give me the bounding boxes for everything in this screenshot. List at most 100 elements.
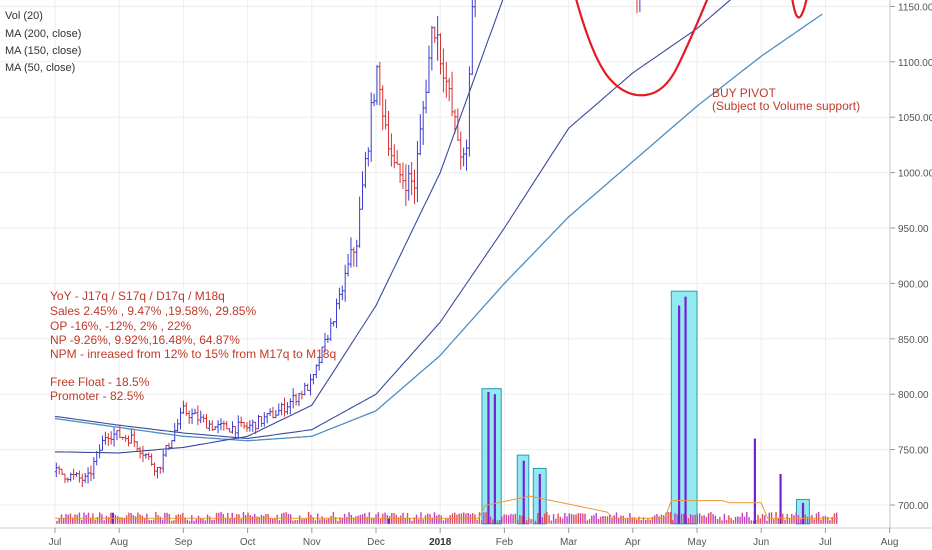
volume-bar bbox=[611, 518, 613, 524]
volume-bar bbox=[116, 516, 119, 524]
volume-bar bbox=[103, 520, 105, 524]
volume-spike bbox=[522, 460, 525, 524]
volume-bar bbox=[58, 518, 60, 524]
y-tick-label: 1100.00 bbox=[898, 58, 932, 69]
volume-bar bbox=[67, 514, 69, 524]
volume-bar bbox=[94, 519, 96, 524]
volume-bar bbox=[314, 520, 317, 524]
grid-lines bbox=[0, 0, 891, 528]
volume-bar bbox=[370, 517, 373, 524]
volume-bar bbox=[665, 512, 667, 524]
candles-layer bbox=[54, 0, 641, 488]
volume-bar bbox=[325, 519, 328, 524]
volume-bar bbox=[245, 515, 247, 524]
volume-bar bbox=[397, 517, 400, 524]
volume-bar bbox=[683, 513, 685, 524]
volume-bar bbox=[546, 511, 548, 524]
volume-bar bbox=[602, 515, 604, 524]
x-tick-label: Jul bbox=[49, 537, 62, 548]
volume-bar bbox=[698, 513, 701, 524]
y-tick-label: 1050.00 bbox=[898, 113, 932, 124]
volume-bar bbox=[676, 514, 678, 524]
volume-bar bbox=[564, 513, 566, 524]
volume-bar bbox=[640, 520, 642, 524]
note-line-8: Promoter - 82.5% bbox=[50, 389, 144, 403]
x-tick-label: Aug bbox=[881, 537, 899, 548]
x-tick-label: Jul bbox=[819, 537, 832, 548]
volume-bar bbox=[831, 516, 833, 524]
volume-bar bbox=[714, 515, 717, 524]
volume-bar bbox=[694, 514, 696, 524]
volume-bar bbox=[739, 516, 741, 524]
volume-bar bbox=[728, 515, 730, 524]
volume-bar bbox=[811, 514, 813, 524]
volume-bar bbox=[150, 520, 153, 524]
x-tick-label: Apr bbox=[625, 537, 641, 548]
volume-bar bbox=[636, 519, 638, 524]
volume-bar bbox=[254, 513, 256, 524]
volume-bar bbox=[366, 516, 368, 524]
volume-bar bbox=[107, 517, 110, 524]
volume-bar bbox=[721, 520, 723, 524]
volume-bar bbox=[233, 517, 236, 524]
volume-bar bbox=[489, 516, 492, 524]
volume-bar bbox=[757, 514, 759, 524]
volume-bar bbox=[72, 517, 74, 524]
volume-bar bbox=[289, 514, 292, 524]
volume-bar bbox=[65, 514, 67, 524]
volume-bar bbox=[759, 518, 761, 524]
volume-spike bbox=[779, 473, 782, 524]
ma50-line bbox=[54, 0, 504, 454]
volume-bar bbox=[334, 517, 337, 524]
volume-bar bbox=[305, 518, 308, 524]
volume-bar bbox=[800, 519, 802, 524]
volume-bar bbox=[647, 518, 649, 524]
volume-bar bbox=[440, 515, 442, 524]
y-tick-label: 1000.00 bbox=[898, 169, 932, 180]
volume-bar bbox=[303, 519, 305, 524]
volume-bar bbox=[705, 516, 708, 524]
volume-bar bbox=[521, 515, 523, 524]
legend-entry-ma50: MA (50, close) bbox=[5, 62, 75, 74]
volume-bar bbox=[566, 516, 568, 524]
volume-bar bbox=[725, 520, 728, 524]
x-axis: Jul Aug Sep Oct Nov Dec 2018 Feb Mar Apr May Jun Jul… bbox=[49, 528, 899, 548]
volume-bar bbox=[476, 519, 478, 524]
volume-bar bbox=[276, 514, 278, 524]
volume-bar bbox=[312, 517, 314, 524]
legend: Vol (20) MA (200, close) MA (150, close)… bbox=[5, 10, 81, 74]
volume-bar bbox=[361, 514, 364, 524]
note-line-1: YoY - J17q / S17q / D17q / M18q bbox=[50, 289, 225, 303]
cup-curve bbox=[575, 0, 808, 97]
volume-spike bbox=[493, 394, 496, 524]
volume-bar bbox=[813, 519, 815, 524]
legend-entry-ma200: MA (200, close) bbox=[5, 28, 81, 40]
volume-bar bbox=[170, 520, 173, 524]
volume-bar bbox=[209, 516, 211, 524]
volume-bar bbox=[609, 514, 611, 524]
legend-entry-ma150: MA (150, close) bbox=[5, 45, 81, 57]
volume-bar bbox=[638, 516, 640, 524]
volume-bar bbox=[81, 519, 83, 524]
y-tick-label: 1150.00 bbox=[898, 2, 932, 13]
volume-spike bbox=[678, 305, 681, 524]
volume-bar bbox=[125, 515, 128, 524]
volume-bar bbox=[274, 518, 276, 524]
volume-bar bbox=[737, 516, 739, 524]
volume-bar bbox=[294, 520, 296, 524]
volume-bar bbox=[197, 515, 200, 524]
volume-bar bbox=[752, 520, 755, 524]
volume-bar bbox=[480, 520, 483, 524]
volume-layer bbox=[55, 290, 839, 525]
volume-bar bbox=[287, 513, 290, 524]
volume-bar bbox=[555, 518, 557, 524]
volume-bar bbox=[445, 518, 447, 524]
volume-bar bbox=[568, 513, 570, 524]
volume-spike bbox=[387, 518, 391, 524]
volume-bar bbox=[141, 515, 144, 524]
volume-bar bbox=[296, 520, 299, 524]
volume-bar bbox=[413, 517, 415, 524]
volume-bar bbox=[777, 518, 779, 524]
volume-bar bbox=[485, 512, 487, 524]
